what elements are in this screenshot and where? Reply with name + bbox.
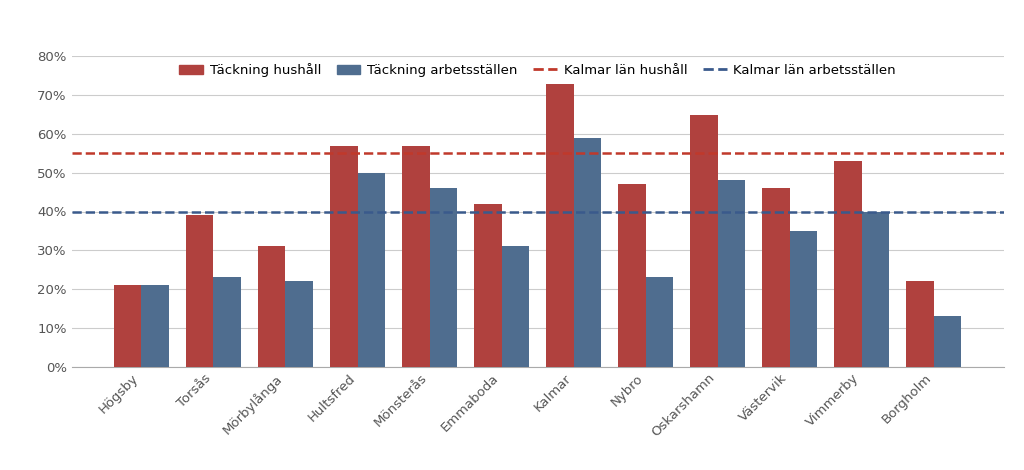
Bar — [690, 115, 718, 367]
Bar — [474, 204, 502, 367]
Bar — [934, 316, 962, 367]
Bar — [762, 188, 790, 367]
Bar — [357, 172, 385, 367]
Legend: Täckning hushåll, Täckning arbetsställen, Kalmar län hushåll, Kalmar län arbetss: Täckning hushåll, Täckning arbetsställen… — [179, 63, 896, 77]
Bar — [718, 180, 745, 367]
Bar — [141, 285, 169, 367]
Bar — [835, 161, 862, 367]
Bar — [790, 231, 817, 367]
Bar — [213, 277, 241, 367]
Bar — [402, 146, 429, 367]
Bar — [429, 188, 457, 367]
Bar — [186, 215, 213, 367]
Bar — [330, 146, 357, 367]
Bar — [906, 281, 934, 367]
Bar — [546, 84, 573, 367]
Bar — [573, 138, 601, 367]
Bar — [862, 212, 889, 367]
Bar — [646, 277, 673, 367]
Bar — [258, 246, 286, 367]
Bar — [502, 246, 529, 367]
Bar — [114, 285, 141, 367]
Bar — [618, 184, 646, 367]
Bar — [286, 281, 313, 367]
